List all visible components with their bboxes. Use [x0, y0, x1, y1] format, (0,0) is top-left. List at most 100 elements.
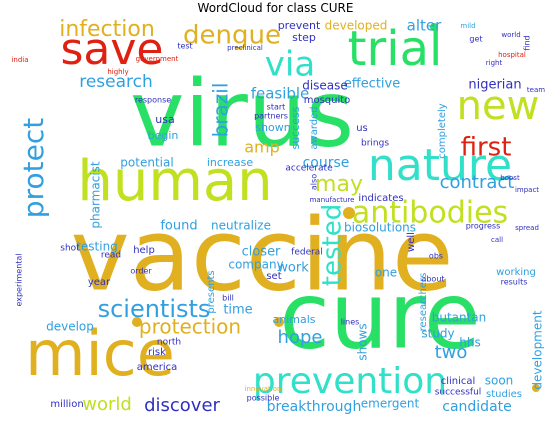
word-4: mice: [25, 317, 175, 390]
word-91: test: [177, 42, 192, 51]
chart-title: WordCloud for class CURE: [197, 1, 354, 15]
word-69: completely: [437, 103, 448, 158]
word-79: successful: [435, 388, 482, 398]
word-55: develop: [46, 320, 94, 334]
word-56: one: [375, 266, 397, 280]
word-60: soon: [485, 374, 514, 388]
word-109: get: [469, 35, 482, 44]
word-66: biosolutions: [344, 221, 416, 235]
word-9: new: [457, 83, 540, 129]
word-94: partners: [254, 112, 288, 121]
word-36: developed: [325, 19, 388, 33]
word-118: call: [491, 236, 503, 244]
word-33: nigerian: [468, 78, 521, 93]
word-78: clinical: [441, 376, 476, 387]
word-107: also: [310, 174, 319, 190]
word-96: obs: [429, 252, 443, 261]
word-113: find: [523, 35, 532, 50]
word-117: boost: [500, 174, 520, 182]
word-64: presents: [206, 270, 217, 313]
word-45: shown: [255, 121, 290, 134]
word-74: studies: [486, 389, 522, 400]
word-27: development: [531, 310, 545, 389]
word-116: impact: [515, 186, 539, 194]
word-89: well: [406, 232, 417, 252]
word-84: north: [157, 338, 181, 348]
word-46: success: [289, 106, 302, 149]
word-102: preclinical: [227, 44, 263, 52]
word-0: vaccine: [70, 196, 453, 313]
word-31: feasible: [251, 85, 310, 103]
word-95: progress: [466, 222, 501, 231]
word-6: nature: [368, 140, 512, 191]
word-80: help: [133, 245, 155, 256]
word-16: tested: [318, 204, 348, 286]
word-5: trial: [348, 21, 443, 77]
word-57: shows: [356, 323, 370, 360]
word-76: america: [137, 362, 178, 373]
word-7: prevention: [253, 361, 447, 402]
word-15: first: [461, 133, 512, 163]
word-93: start: [267, 103, 286, 112]
word-22: hope: [278, 327, 323, 348]
word-110: world: [501, 31, 520, 39]
word-100: government: [136, 55, 179, 63]
word-62: butantan: [432, 311, 487, 325]
word-32: effective: [344, 77, 401, 92]
word-30: emergent: [361, 397, 420, 411]
word-19: protection: [139, 315, 241, 339]
word-115: spread: [515, 224, 539, 232]
word-24: contract: [440, 172, 515, 193]
word-53: work: [277, 261, 309, 276]
word-40: course: [303, 155, 350, 171]
word-68: mosquito: [304, 95, 351, 106]
word-48: found: [160, 219, 197, 234]
word-108: mild: [460, 22, 475, 30]
word-3: human: [77, 149, 272, 214]
word-72: accelerate: [285, 164, 333, 174]
word-82: year: [88, 277, 111, 288]
word-39: amp: [244, 138, 280, 157]
word-8: save: [61, 24, 164, 75]
word-77: risk: [148, 347, 166, 358]
word-87: order: [130, 267, 152, 276]
word-41: pharmacist: [89, 161, 103, 229]
word-71: indicates: [358, 193, 403, 204]
word-13: infection: [59, 17, 155, 42]
word-50: testing: [76, 240, 118, 254]
word-42: potential: [120, 156, 173, 170]
word-54: time: [223, 303, 252, 318]
word-12: dengue: [183, 21, 281, 51]
word-70: us: [356, 123, 368, 134]
word-99: experimental: [15, 253, 24, 306]
word-20: research: [79, 72, 153, 92]
word-103: india: [11, 56, 28, 64]
word-23: two: [435, 342, 468, 363]
word-52: company: [228, 258, 283, 272]
word-43: increase: [207, 156, 254, 169]
word-88: shot: [60, 244, 80, 254]
word-34: disease: [302, 79, 348, 93]
word-47: usa: [155, 113, 174, 126]
word-49: neutralize: [211, 219, 271, 233]
word-11: protect: [17, 118, 50, 218]
word-25: world: [82, 394, 132, 415]
word-21: brazil: [209, 83, 233, 138]
word-17: may: [315, 172, 363, 197]
word-86: federal: [291, 248, 323, 258]
word-97: about: [421, 275, 444, 284]
word-98: results: [501, 278, 528, 287]
word-10: antibodies: [352, 196, 508, 231]
word-29: candidate: [442, 399, 512, 415]
word-2: cure: [279, 262, 480, 369]
word-81: read: [101, 251, 121, 261]
word-111: hospital: [498, 51, 526, 59]
word-44: begin: [148, 129, 179, 142]
word-63: animals: [272, 313, 315, 326]
word-61: researchers: [418, 273, 429, 332]
word-1: virus: [130, 60, 354, 167]
word-75: million: [50, 399, 83, 410]
word-18: scientists: [98, 295, 211, 323]
word-73: brings: [361, 139, 389, 149]
